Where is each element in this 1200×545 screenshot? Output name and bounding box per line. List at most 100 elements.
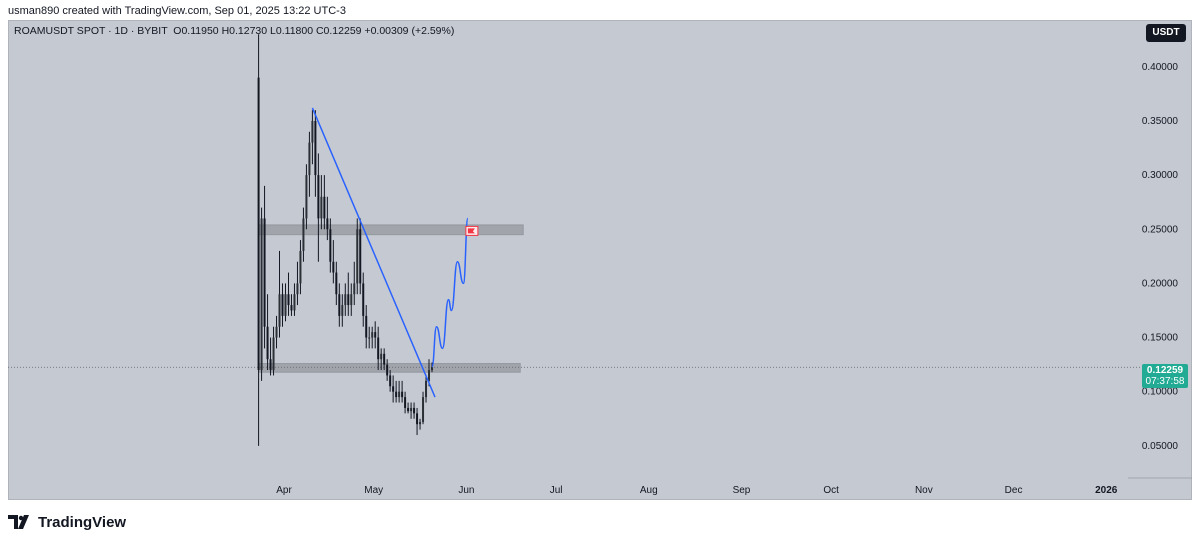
- candle-body: [305, 175, 308, 219]
- candle-body: [296, 283, 299, 295]
- x-tick-label: Dec: [1005, 485, 1023, 496]
- symbol-legend: ROAMUSDT SPOT · 1D · BYBIT O0.11950 H0.1…: [14, 25, 454, 37]
- x-tick-label: Jun: [458, 485, 474, 496]
- candle-body: [302, 218, 305, 251]
- candle-body: [275, 326, 278, 338]
- candle-body: [341, 305, 344, 316]
- candle-body: [395, 391, 398, 398]
- candle-body: [419, 422, 422, 425]
- candle-body: [383, 353, 386, 365]
- candle-body: [392, 386, 395, 392]
- candle-body: [389, 375, 392, 387]
- candle-body: [290, 305, 293, 311]
- chart-credit: usman890 created with TradingView.com, S…: [8, 5, 346, 17]
- change-value: +0.00309 (+2.59%): [364, 25, 455, 37]
- sr-zone-1: [258, 363, 521, 373]
- y-tick-label: 0.15000: [1142, 333, 1179, 344]
- candle-body: [359, 229, 362, 284]
- candle-body: [374, 332, 377, 338]
- projection-path: [431, 217, 469, 368]
- candle-body: [368, 337, 371, 339]
- candle-body: [329, 229, 332, 262]
- candles-layer: [257, 34, 434, 446]
- candle-body: [335, 272, 338, 295]
- x-tick-label: Nov: [915, 485, 933, 496]
- x-tick-label: Oct: [823, 485, 839, 496]
- chart-pane[interactable]: [8, 20, 1192, 500]
- candle-body: [287, 294, 290, 306]
- y-tick-label: 0.20000: [1142, 278, 1179, 289]
- low-value: L0.11800: [270, 25, 314, 37]
- candle-body: [269, 359, 272, 371]
- y-tick-label: 0.25000: [1142, 224, 1179, 235]
- candle-body: [380, 353, 383, 360]
- candle-body: [377, 337, 380, 360]
- candle-body: [317, 175, 320, 219]
- brand-name: TradingView: [38, 513, 127, 531]
- tradingview-logo-icon: [8, 515, 29, 529]
- candle-body: [401, 391, 404, 398]
- candle-body: [416, 413, 419, 425]
- candle-body: [362, 283, 365, 316]
- candle-body: [314, 120, 317, 176]
- price-axis: 0.40000 0.35000 0.30000 0.25000 0.20000 0.150…: [1142, 62, 1179, 452]
- candle-body: [422, 397, 425, 423]
- currency-button[interactable]: USDT: [1146, 24, 1186, 42]
- symbol-info: ROAMUSDT SPOT · 1D · BYBIT: [14, 25, 168, 37]
- candle-body: [353, 283, 356, 295]
- flag-shape: [467, 228, 475, 235]
- sr-zone-0: [258, 224, 524, 236]
- candle-body: [344, 294, 347, 306]
- candle-body: [272, 337, 275, 371]
- candle-body: [308, 142, 311, 176]
- y-tick-label: 0.05000: [1142, 441, 1179, 452]
- x-tick-label: Aug: [640, 485, 658, 496]
- last-price-label: 0.12259 07:37:58: [1142, 364, 1188, 388]
- candle-body: [371, 332, 374, 338]
- y-tick-label: 0.10000: [1142, 387, 1179, 398]
- candle-body: [299, 250, 302, 284]
- y-tick-label: 0.40000: [1142, 62, 1179, 73]
- x-tick-label: May: [364, 485, 383, 496]
- trendline: [311, 107, 436, 398]
- candle-body: [398, 391, 401, 398]
- x-tick-label: Jul: [550, 485, 563, 496]
- x-tick-label: Apr: [276, 485, 292, 496]
- drawings-layer: [311, 107, 479, 398]
- close-value: C0.12259: [315, 25, 362, 37]
- candle-body: [323, 196, 326, 219]
- time-axis: Apr May Jun Jul Aug Sep Oct Nov Dec 2026: [276, 477, 1192, 496]
- bar-countdown: 07:37:58: [1145, 376, 1185, 387]
- y-tick-label: 0.30000: [1142, 170, 1179, 181]
- candle-body: [365, 315, 368, 338]
- high-value: H0.12730: [221, 25, 268, 37]
- open-value: O0.11950: [173, 25, 219, 37]
- candle-body: [386, 364, 389, 376]
- candle-body: [320, 196, 323, 219]
- candle-body: [338, 294, 341, 316]
- candle-body: [263, 218, 266, 327]
- candle-body: [428, 370, 431, 381]
- zones-layer: [8, 224, 1140, 373]
- candle-body: [410, 407, 413, 412]
- candle-body: [431, 367, 434, 371]
- candle-body: [425, 380, 428, 398]
- candle-body: [356, 229, 359, 284]
- y-tick-label: 0.35000: [1142, 116, 1179, 127]
- candle-body: [347, 294, 350, 306]
- candle-body: [326, 218, 329, 230]
- x-tick-label: 2026: [1095, 485, 1118, 496]
- candle-body: [413, 407, 416, 414]
- candle-body: [257, 77, 260, 371]
- candle-body: [260, 218, 263, 371]
- last-price-value: 0.12259: [1146, 365, 1184, 376]
- candle-body: [266, 326, 269, 360]
- candle-body: [311, 120, 314, 143]
- candle-body: [293, 294, 296, 311]
- candle-body: [407, 407, 410, 412]
- brand: TradingView: [8, 512, 126, 532]
- x-tick-label: Sep: [733, 485, 751, 496]
- candle-body: [281, 294, 284, 316]
- candle-body: [284, 294, 287, 316]
